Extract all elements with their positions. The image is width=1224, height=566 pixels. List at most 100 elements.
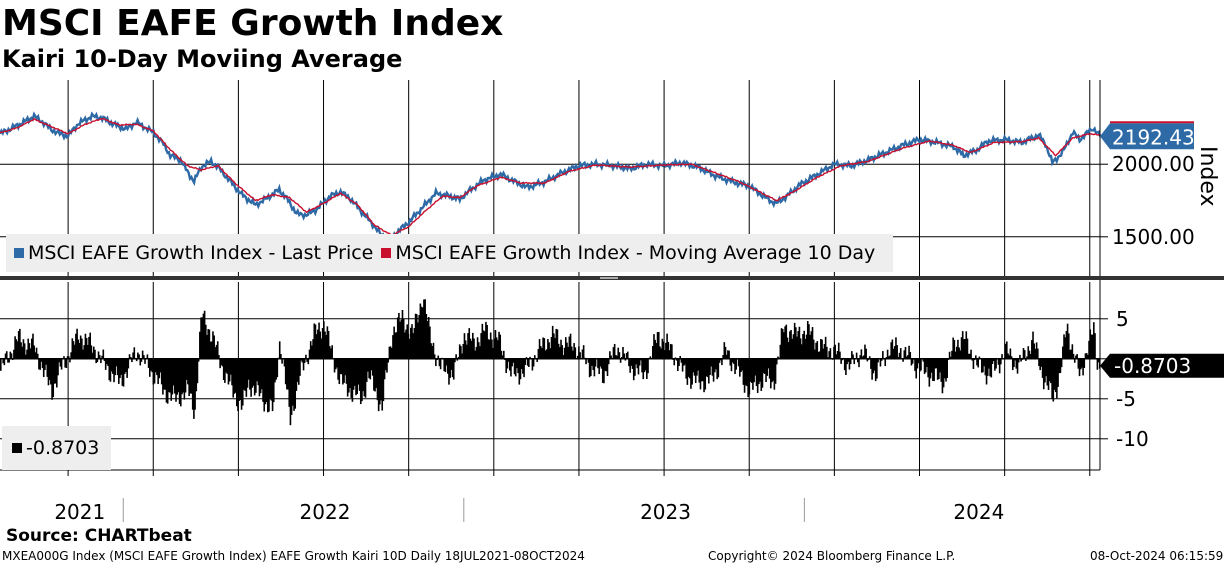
kairi-bar	[214, 347, 217, 359]
kairi-bar	[909, 352, 912, 359]
kairi-bar	[635, 358, 637, 365]
kairi-bar	[1091, 334, 1094, 359]
kairi-bar	[114, 358, 117, 376]
kairi-bar	[749, 358, 752, 382]
kairi-bar	[914, 358, 916, 371]
kairi-bar	[365, 358, 368, 383]
kairi-bar	[550, 337, 553, 359]
kairi-bar	[345, 358, 348, 384]
kairi-bar	[1077, 358, 1080, 369]
kairi-bar	[542, 337, 544, 359]
kairi-bar	[737, 358, 740, 367]
kairi-bar	[744, 358, 747, 386]
kairi-bar	[202, 313, 205, 359]
kairi-bar	[768, 358, 771, 379]
kairi-bar	[118, 358, 120, 384]
kairi-bar	[800, 344, 803, 359]
kairi-bar	[171, 358, 174, 395]
kairi-bar	[153, 358, 156, 384]
kairi-bar	[23, 343, 26, 359]
kairi-bar	[640, 358, 642, 361]
kairi-bar	[319, 331, 322, 359]
kairi-bar	[681, 358, 684, 372]
kairi-bar	[783, 332, 785, 359]
kairi-bar	[14, 336, 16, 359]
legend-item-price: MSCI EAFE Growth Index - Last Price	[14, 242, 373, 264]
kairi-bar	[617, 347, 620, 359]
kairi-bar	[70, 352, 72, 359]
kairi-bar	[576, 355, 579, 359]
kairi-bar	[1028, 350, 1031, 359]
kairi-bar	[725, 354, 728, 359]
kairi-bar	[667, 341, 670, 359]
kairi-bar	[537, 348, 540, 359]
kairi-bar	[533, 355, 536, 359]
kairi-bar	[387, 358, 389, 363]
kairi-bar	[359, 358, 362, 405]
kairi-bar	[159, 358, 162, 373]
kairi-bar	[188, 358, 190, 397]
kairi-bar	[834, 344, 836, 359]
kairi-bar	[404, 332, 406, 359]
kairi-bar	[970, 349, 972, 359]
kairi-bar	[554, 337, 556, 359]
kairi-bar	[271, 358, 274, 412]
kairi-bar	[138, 354, 140, 359]
ma-series-line	[0, 117, 1101, 237]
kairi-bar	[553, 333, 555, 359]
kairi-bar	[798, 326, 801, 359]
kairi-bar	[643, 358, 646, 373]
kairi-bar	[84, 333, 87, 359]
kairi-bar	[630, 358, 633, 366]
kairi-bar	[333, 358, 336, 373]
kairi-bar	[791, 338, 794, 359]
kairi-bar	[851, 351, 853, 359]
kairi-bar	[792, 334, 795, 359]
kairi-bar	[805, 334, 808, 359]
kairi-bar	[81, 338, 83, 359]
kairi-bar	[29, 348, 32, 359]
bottom-ytick-label: 5	[1116, 307, 1129, 331]
kairi-bar	[247, 358, 250, 380]
footer-timestamp: 08-Oct-2024 06:15:59	[1090, 549, 1224, 563]
kairi-bar	[761, 358, 764, 388]
kairi-bar	[210, 341, 213, 359]
kairi-bar	[63, 356, 65, 359]
kairi-bar	[307, 358, 310, 365]
kairi-bar	[754, 358, 757, 376]
kairi-bar	[163, 358, 165, 390]
kairi-bar	[647, 358, 649, 374]
kairi-bar	[1075, 355, 1077, 359]
kairi-bar	[1057, 358, 1059, 387]
kairi-bar	[600, 358, 603, 369]
kairi-bar	[809, 334, 811, 359]
kairi-bar	[47, 358, 50, 386]
kairi-bar	[1032, 331, 1034, 359]
kairi-bar	[193, 358, 195, 419]
kairi-bar	[559, 347, 561, 359]
kairi-bar	[1067, 333, 1070, 359]
kairi-bar	[327, 330, 330, 359]
kairi-bar	[607, 358, 610, 365]
kairi-bar	[563, 347, 566, 359]
kairi-bar	[468, 328, 471, 359]
kairi-bar	[606, 358, 609, 377]
kairi-bar	[411, 324, 413, 359]
kairi-bar	[978, 356, 981, 359]
axis-labels: 1500.00 2000.00 5 -5 -10 2192.43 -0.8703 2021 20…	[54, 125, 1194, 524]
kairi-bar	[90, 345, 93, 359]
kairi-bar	[1010, 356, 1013, 359]
kairi-bar	[128, 354, 131, 359]
kairi-bar	[971, 358, 974, 361]
kairi-bar	[687, 358, 690, 377]
kairi-bar	[907, 355, 909, 359]
kairi-bar	[98, 355, 101, 359]
kairi-bar	[910, 358, 913, 366]
kairi-bar	[206, 334, 208, 359]
kairi-bar	[1065, 331, 1068, 359]
kairi-bar	[91, 352, 94, 359]
kairi-bar	[880, 358, 883, 361]
kairi-bar	[566, 342, 568, 359]
kairi-bar	[288, 358, 291, 407]
kairi-bar	[297, 358, 300, 385]
